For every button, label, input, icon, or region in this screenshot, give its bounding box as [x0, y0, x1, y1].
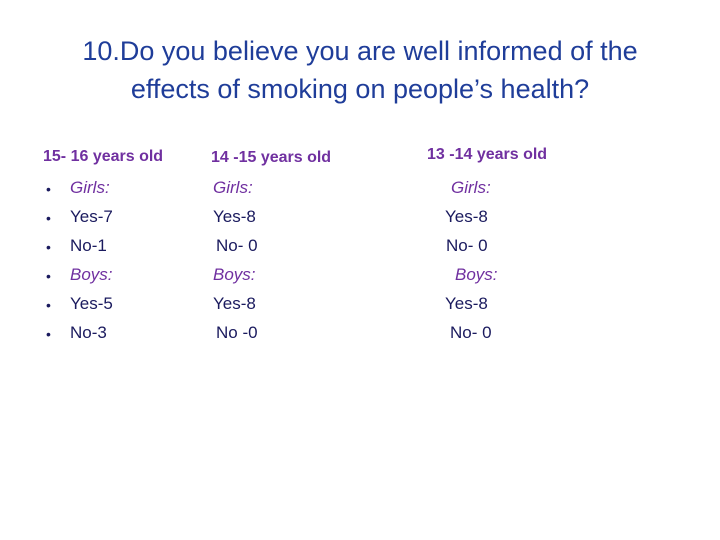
group-label-boys: Boys:	[70, 265, 113, 284]
bullet-icon: •	[46, 181, 51, 197]
group-label-girls: Girls:	[451, 178, 491, 197]
bullet-icon: •	[46, 297, 51, 313]
bullet-icon: •	[46, 210, 51, 226]
column-heading-15-16: 15- 16 years old	[43, 148, 164, 165]
answer-no: No -0	[216, 323, 258, 342]
answer-no: No- 0	[216, 236, 258, 255]
group-label-girls: Girls:	[213, 178, 253, 197]
answer-no: No- 0	[446, 236, 488, 255]
group-label-girls: Girls:	[70, 178, 110, 197]
answer-no: No- 0	[450, 323, 492, 342]
column-heading-14-15: 14 -15 years old	[211, 149, 332, 166]
answer-yes: Yes-8	[445, 207, 488, 226]
answer-yes: Yes-8	[445, 294, 488, 313]
answer-no: No-3	[70, 323, 107, 342]
answer-yes: Yes-8	[213, 207, 256, 226]
group-label-boys: Boys:	[455, 265, 498, 284]
answer-yes: Yes-5	[70, 294, 113, 313]
bullet-icon: •	[46, 268, 51, 284]
answer-yes: Yes-8	[213, 294, 256, 313]
answer-no: No-1	[70, 236, 107, 255]
slide-title: 10.Do you believe you are well informed …	[82, 36, 638, 104]
answer-yes: Yes-7	[70, 207, 113, 226]
column-heading-13-14: 13 -14 years old	[427, 146, 548, 163]
group-label-boys: Boys:	[213, 265, 256, 284]
bullet-icon: •	[46, 239, 51, 255]
bullet-icon: •	[46, 326, 51, 342]
